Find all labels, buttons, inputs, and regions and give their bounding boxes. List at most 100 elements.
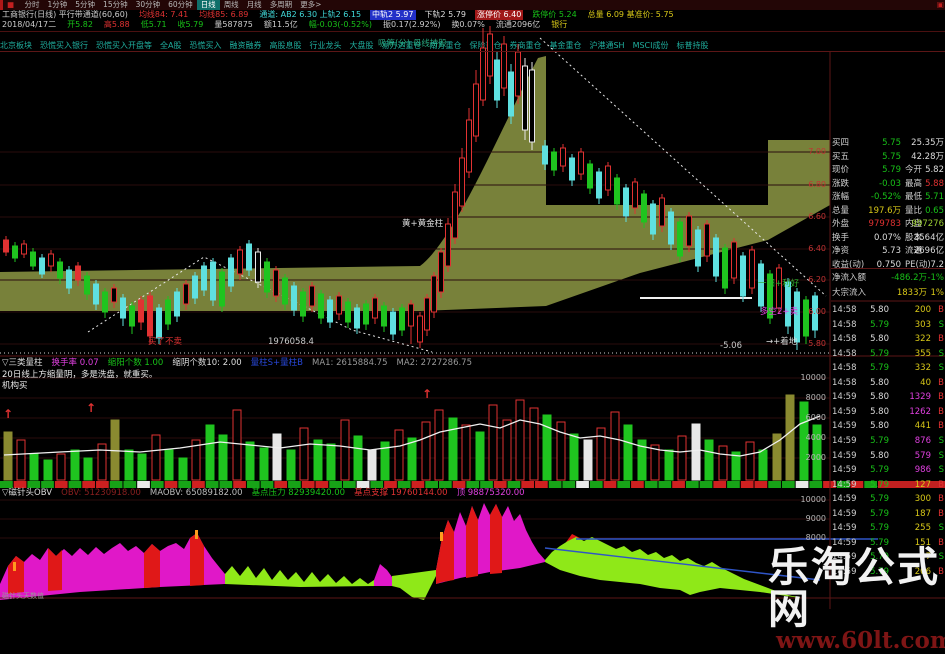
period-tab-多周期[interactable]: 多周期 — [269, 0, 293, 9]
indicator-title-bar: 工商银行(日线) 平行带通道(60,60) 均线84: 7.41 均线85: 6.8… — [0, 10, 945, 20]
tick-price: 5.79 — [870, 494, 889, 505]
volume-header-segment: MA2: 2727286.75 — [396, 358, 473, 368]
board-link[interactable]: 高股息股 — [269, 41, 302, 50]
board-link[interactable]: 标普持股 — [676, 41, 709, 50]
info-segment: 振0.17(2.92%) — [382, 20, 441, 29]
quote-label: 换手 — [832, 232, 850, 243]
volume-header-segment: 量柱S+量柱B — [250, 358, 303, 368]
info-segment: 流通2096亿 — [495, 20, 541, 29]
period-tab-5分钟[interactable]: 5分钟 — [75, 0, 96, 9]
title-segment: 跌停价 5.24 — [532, 10, 577, 19]
board-link[interactable]: 恐慌买入开盘等 — [96, 41, 152, 50]
board-link[interactable]: 券商重仓 — [509, 41, 542, 50]
tick-volume: 206 — [914, 566, 931, 577]
tick-row: 14:59 5.80 579 S — [831, 450, 945, 463]
axis-label: 8000 — [805, 533, 826, 542]
obv-header-segment: 顶 98875320.00 — [456, 488, 525, 498]
chart-annotation: 多空2+卖 — [760, 307, 799, 317]
tick-row: 14:58 5.80 200 B — [831, 304, 945, 317]
title-segment: 均线84: 7.41 — [138, 10, 189, 19]
axis-label: 6000 — [805, 413, 826, 422]
board-link[interactable]: 恐慌买入银行 — [40, 41, 88, 50]
board-link[interactable]: 北京板块 — [0, 41, 32, 50]
tick-side: S — [938, 348, 944, 359]
chart-annotation: 买了不卖 — [148, 337, 183, 347]
info-segment: 额11.5亿 — [263, 20, 298, 29]
tick-price: 5.79 — [870, 523, 889, 534]
tick-time: 14:59 — [832, 479, 857, 490]
volume-pane-header: ▽三类量柱 换手率 0.07 缩阳个数 1.00 缩阴个数10: 2.00 量柱S+量柱… — [2, 358, 481, 368]
quote-label: 总量 — [832, 205, 850, 216]
volume-pane[interactable] — [0, 356, 830, 481]
tick-price: 5.80 — [870, 334, 889, 345]
board-link[interactable]: 融资融券 — [229, 41, 262, 50]
info-segment: 低5.71 — [140, 20, 167, 29]
title-segment: 总量 6.09 基准价: 5.75 — [587, 10, 674, 19]
board-link[interactable]: 全A股 — [160, 41, 182, 50]
period-tab-60分钟[interactable]: 60分钟 — [168, 0, 193, 9]
period-tab-月线[interactable]: 月线 — [246, 0, 262, 9]
axis-label: 2000 — [805, 453, 826, 462]
flow-pct: -1% — [927, 273, 944, 283]
period-tab-1分钟[interactable]: 1分钟 — [47, 0, 68, 9]
tick-time: 14:58 — [832, 334, 857, 345]
quote-row: 现价 5.79 今开 5.82 — [831, 164, 945, 177]
tick-side: S — [938, 523, 944, 534]
board-link[interactable]: 行业龙头 — [309, 41, 342, 50]
period-toolbar: ■ 分时 1分钟 5分钟 15分钟 30分钟 60分钟 日线 周线 月线 多周期 更多> ▣ — [0, 0, 945, 10]
main-chart-pane[interactable] — [0, 52, 830, 356]
tick-volume: 986 — [914, 465, 931, 476]
watermark-title: 乐淘公式网 — [768, 543, 940, 633]
tick-row: 14:59 5.79 255 S — [831, 522, 945, 535]
tick-side: S — [938, 465, 944, 476]
chart-canvas[interactable] — [0, 0, 945, 609]
obv-left-label: 磁针头天数值 — [2, 592, 44, 600]
period-tab-分时[interactable]: 分时 — [24, 0, 40, 9]
quote-row: 买五 5.75 42.28万 — [831, 151, 945, 164]
quote-value: 197.6万 — [868, 205, 901, 216]
board-link[interactable]: MSCI成份 — [632, 41, 669, 50]
info-segment: 幅-0.03(-0.52%) — [308, 20, 372, 29]
quote-value: 2696亿 — [913, 246, 944, 256]
watermark-url: www.60lt.com — [776, 627, 945, 654]
board-link[interactable]: 大盘股 — [349, 41, 374, 50]
tick-row: 14:59 5.79 47 S — [831, 551, 945, 564]
tick-row: 14:58 5.79 332 S — [831, 362, 945, 375]
tick-volume: 47 — [920, 552, 931, 563]
quote-value: 3564亿 — [913, 232, 944, 243]
period-tab-15分钟[interactable]: 15分钟 — [103, 0, 128, 9]
title-segment: 工商银行(日线) 平行带通道(60,60) — [2, 10, 128, 19]
quote-value: 25.35万 — [911, 138, 944, 148]
quote-info-bar: 2018/04/17二 开5.82 高5.88 低5.71 收5.79 量587875 额1… — [0, 20, 945, 32]
axis-label: 6.60 — [808, 212, 826, 221]
quote-label: 买五 — [832, 151, 850, 162]
period-tab-30分钟[interactable]: 30分钟 — [135, 0, 161, 9]
period-tab-周线[interactable]: 周线 — [223, 0, 239, 9]
flow-pct: 1% — [930, 288, 945, 298]
tick-price: 5.79 — [870, 566, 889, 577]
obv-pane[interactable] — [0, 489, 830, 599]
quote-label: 净资 — [832, 246, 850, 256]
red-app-icon[interactable]: ▣ — [936, 0, 944, 9]
board-link[interactable]: 基金重仓 — [549, 41, 582, 50]
board-link[interactable]: 保险重仓 — [469, 41, 502, 50]
period-tab-更多>[interactable]: 更多> — [300, 0, 322, 9]
board-link[interactable]: 沪港通SH — [589, 41, 625, 50]
board-link[interactable]: 恐慌买入 — [189, 41, 222, 50]
board-link[interactable]: 南方重仓 — [429, 41, 462, 50]
tick-row: 14:59 5.80 441 B — [831, 420, 945, 433]
quote-row: 涨幅 -0.52% 最低 5.71 — [831, 191, 945, 204]
period-tab-日线[interactable]: 日线 — [196, 0, 220, 10]
tick-side: B — [938, 305, 944, 315]
chart-annotation: 黄+黄金柱 — [402, 219, 444, 229]
tick-time: 14:59 — [832, 450, 857, 461]
info-segment: 量587875 — [214, 20, 253, 29]
tick-price: 5.80 — [870, 450, 889, 461]
title-segment: 均线85: 6.89 — [199, 10, 249, 19]
quote-value: 5.73 — [882, 246, 901, 256]
tick-time: 14:59 — [832, 421, 857, 432]
tick-time: 14:59 — [832, 392, 857, 403]
tick-volume: 876 — [914, 435, 931, 446]
board-link[interactable]: 易方达重仓 — [381, 41, 422, 50]
tick-price: 5.80 — [870, 377, 889, 388]
